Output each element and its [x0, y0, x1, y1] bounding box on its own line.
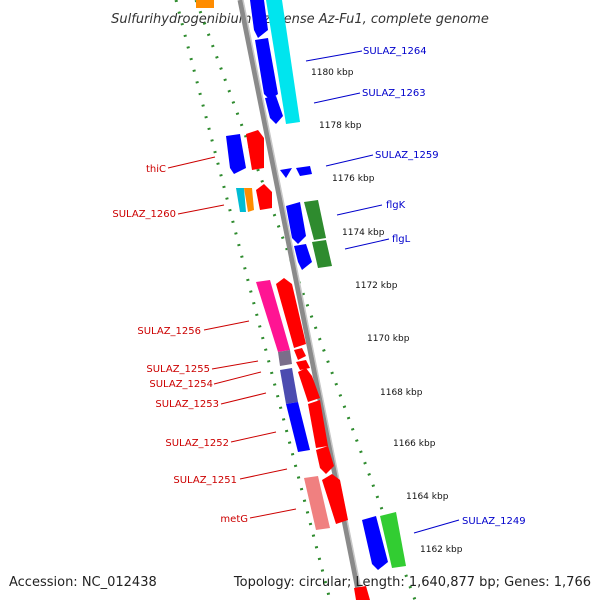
tick-label: 1168 kbp: [380, 388, 423, 398]
tick-label: 1162 kbp: [420, 545, 463, 555]
leader-line: [239, 468, 288, 480]
left-gene-labels: thiC SULAZ_1260 SULAZ_1256 SULAZ_1255 SU…: [112, 156, 297, 525]
gene-bottom-red: [354, 586, 370, 600]
inner-dotted-ring: [174, 0, 332, 600]
scale-ticks: 1180 kbp 1178 kbp 1176 kbp 1174 kbp 1172…: [311, 68, 463, 555]
leader-line: [213, 371, 262, 385]
tick-label: 1164 kbp: [406, 492, 449, 502]
tick-label: 1178 kbp: [319, 121, 362, 131]
gene-red-1254: [296, 360, 310, 370]
gene-label-right: SULAZ_1249: [462, 516, 526, 527]
tick-label: 1170 kbp: [367, 334, 410, 344]
gene-blue-1249: [362, 516, 388, 570]
gene-label-right: flgK: [386, 200, 406, 211]
gene-red-1251: [316, 446, 334, 474]
gene-green-1249: [380, 512, 406, 568]
gene-red-1252: [308, 400, 328, 448]
leader-line: [203, 320, 250, 331]
gene-label-left: SULAZ_1256: [137, 326, 201, 337]
leader-line: [336, 204, 383, 216]
gene-green-flgK: [304, 200, 326, 240]
gene-blue-flgL: [294, 244, 312, 270]
gene-blue-1252: [286, 402, 310, 452]
leader-line: [177, 204, 225, 215]
gene-red-1256: [276, 278, 306, 348]
gene-red-1255: [294, 348, 306, 360]
tick-label: 1172 kbp: [355, 281, 398, 291]
gene-label-left: SULAZ_1254: [149, 379, 213, 390]
gene-orange-1260: [244, 188, 254, 212]
map-title: Sulfurihydrogenibium azorense Az-Fu1, co…: [111, 12, 489, 27]
gene-salmon-metG: [304, 476, 330, 530]
inner-tick-ring: [174, 0, 332, 600]
gene-violet-1253: [280, 368, 298, 404]
leader-line: [167, 156, 216, 169]
right-gene-labels: SULAZ_1264 SULAZ_1263 SULAZ_1259 flgK fl…: [305, 46, 526, 534]
tick-label: 1176 kbp: [332, 174, 375, 184]
gene-red-1253: [298, 368, 320, 402]
gene-red-thiC: [246, 130, 264, 170]
gene-red-metG: [322, 474, 348, 524]
gene-label-right: flgL: [392, 234, 411, 245]
gene-label-left: SULAZ_1253: [155, 399, 219, 410]
gene-label-left: thiC: [146, 164, 166, 175]
leader-line: [344, 238, 390, 250]
gene-blue-thiC: [226, 134, 246, 174]
leader-line: [413, 519, 460, 534]
gene-label-left: metG: [220, 514, 248, 525]
gene-label-left: SULAZ_1251: [173, 475, 237, 486]
leader-line: [220, 392, 267, 405]
tick-label: 1180 kbp: [311, 68, 354, 78]
accession-label: Accession: NC_012438: [9, 575, 157, 590]
gene-blue-flgK: [286, 202, 306, 244]
gene-label-right: SULAZ_1259: [375, 150, 439, 161]
gene-label-left: SULAZ_1255: [146, 364, 210, 375]
gene-pink-1256: [256, 280, 290, 352]
gene-top-orange: [196, 0, 214, 8]
gene-label-right: SULAZ_1264: [363, 46, 427, 57]
gene-blue-1259b: [296, 166, 312, 176]
gene-label-left: SULAZ_1260: [112, 209, 176, 220]
tick-label: 1174 kbp: [342, 228, 385, 238]
tick-label: 1166 kbp: [393, 439, 436, 449]
leader-line: [325, 154, 374, 167]
genome-summary: Topology: circular; Length: 1,640,877 bp…: [233, 575, 591, 590]
gene-blue-1263: [265, 96, 283, 124]
gene-features: [196, 0, 406, 600]
leader-line: [211, 360, 259, 370]
leader-line: [249, 508, 297, 519]
gene-top-blue: [250, 0, 268, 38]
gene-cyan-1260: [236, 188, 246, 212]
gene-label-left: SULAZ_1252: [165, 438, 229, 449]
gene-label-right: SULAZ_1263: [362, 88, 426, 99]
leader-line: [305, 50, 363, 62]
leader-line: [230, 431, 277, 443]
gene-cyan-1264: [266, 0, 300, 124]
gene-gray-1255: [278, 350, 292, 366]
leader-line: [313, 92, 361, 104]
gene-blue-1259a: [280, 168, 292, 178]
gene-green-flgL: [312, 240, 332, 268]
gene-red-1260: [256, 184, 272, 210]
gene-blue-1264: [255, 38, 278, 100]
